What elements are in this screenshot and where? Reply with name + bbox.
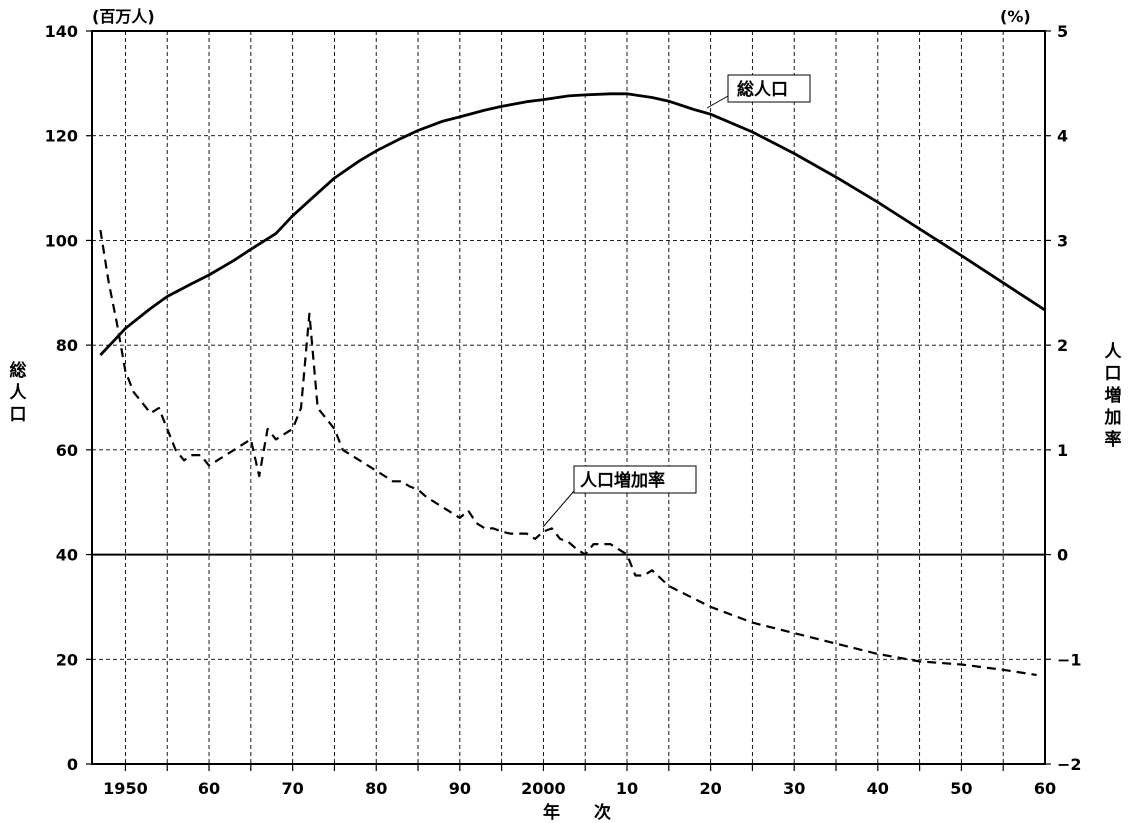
axis-label-char: 総: [10, 360, 27, 381]
left-axis-label: 総人口: [10, 360, 28, 425]
x-tick-label: 2000: [521, 779, 566, 798]
series-line-growth-rate: [99, 229, 1037, 677]
right-tick-label: 0: [1057, 546, 1068, 565]
axis-label-char: 口: [10, 405, 27, 425]
x-tick-label: 60: [198, 779, 220, 798]
axis-label-char: 口: [1105, 364, 1122, 384]
x-tick-label: 1950: [103, 779, 148, 798]
x-tick-label: 70: [281, 779, 303, 798]
left-tick-label: 140: [45, 22, 78, 41]
series-layer: [99, 92, 1046, 677]
left-axis-unit: (百万人): [92, 7, 155, 26]
x-tick-label: 30: [783, 779, 805, 798]
right-axis-unit: (%): [1000, 7, 1031, 26]
plot-frame: [91, 30, 1046, 765]
axis-label-char: 人: [10, 383, 28, 403]
tick-labels: 1950 60 70 80 90 2000 10 20 30 40 50 60020406080100…: [45, 22, 1082, 798]
right-tick-label: −2: [1057, 755, 1082, 774]
right-tick-label: 2: [1057, 336, 1068, 355]
left-tick-label: 120: [45, 127, 78, 146]
axis-label-char: 加: [1104, 408, 1122, 428]
x-tick-label: 80: [365, 779, 387, 798]
axis-label-char: 率: [1105, 429, 1122, 450]
annotation-growth-rate-label: 人口増加率: [580, 470, 665, 491]
right-tick-label: 1: [1057, 441, 1068, 460]
left-tick-label: 0: [67, 755, 78, 774]
axis-label-char: 人: [1105, 342, 1123, 362]
left-tick-label: 60: [56, 441, 78, 460]
left-tick-label: 100: [45, 231, 78, 250]
annotation-total-population-label: 総人口: [737, 79, 788, 100]
annotation-total-population: 総人口: [706, 74, 811, 109]
right-tick-label: 5: [1057, 22, 1068, 41]
grid: [92, 31, 1045, 764]
x-tick-label: 40: [867, 779, 889, 798]
x-axis-label: 年 次: [543, 802, 611, 823]
left-tick-label: 80: [56, 336, 78, 355]
annotation-growth-rate: 人口増加率: [542, 465, 697, 528]
left-tick-label: 40: [56, 546, 78, 565]
x-tick-label: 20: [699, 779, 721, 798]
axis-label-char: 増: [1105, 385, 1122, 406]
x-tick-label: 60: [1034, 779, 1056, 798]
right-tick-label: −1: [1057, 650, 1082, 669]
x-tick-label: 50: [950, 779, 972, 798]
left-tick-label: 20: [56, 650, 78, 669]
right-tick-label: 4: [1057, 127, 1068, 146]
right-axis-label: 人口増加率: [1104, 342, 1123, 450]
right-tick-label: 3: [1057, 231, 1068, 250]
x-tick-label: 10: [616, 779, 638, 798]
x-tick-label: 90: [449, 779, 471, 798]
series-line-total-population: [99, 92, 1046, 357]
